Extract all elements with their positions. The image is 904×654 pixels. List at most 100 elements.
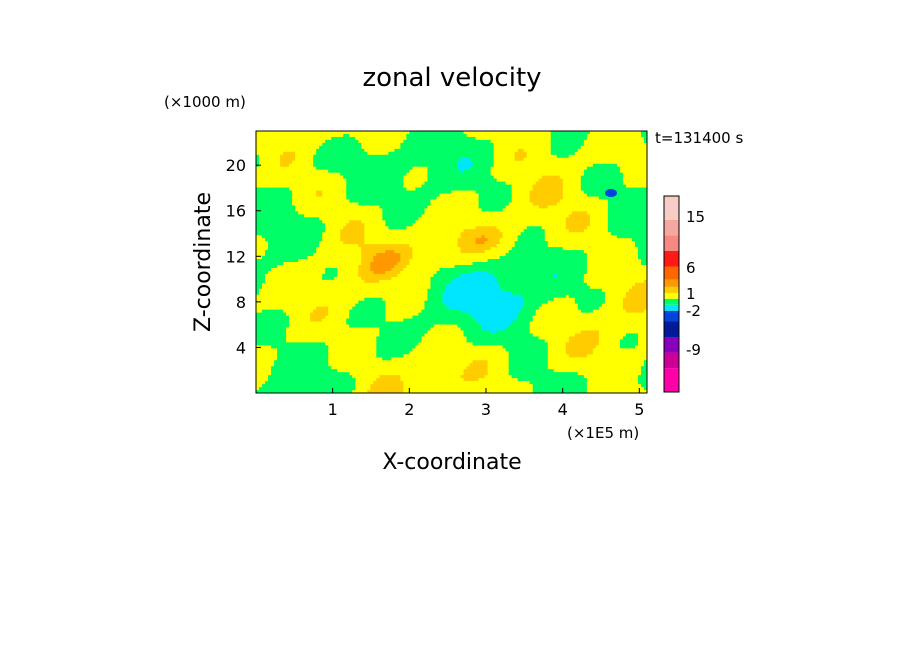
field-cell <box>427 288 447 293</box>
field-cell <box>256 259 299 263</box>
y-axis: 4 8 12 16 20 <box>226 156 261 357</box>
field-cell <box>532 315 647 320</box>
field-cell <box>418 217 567 221</box>
colorbar-swatch <box>664 196 679 220</box>
field-cell <box>469 312 519 317</box>
field-cell <box>430 199 480 204</box>
field-cell <box>517 315 534 320</box>
field-cell <box>262 282 432 287</box>
field-cell <box>262 285 432 290</box>
field-cell <box>265 238 323 242</box>
field-cell <box>442 291 513 296</box>
x-unit-label: (×1E5 m) <box>567 424 639 442</box>
field-cell <box>316 166 413 171</box>
field-cell <box>343 226 365 230</box>
field-cell <box>424 306 450 311</box>
field-cell <box>508 357 549 361</box>
field-cell <box>508 324 531 329</box>
field-cell <box>412 166 429 171</box>
field-cell <box>463 372 489 376</box>
field-cell <box>535 181 564 186</box>
field-cell <box>589 214 609 218</box>
field-cell <box>280 157 296 162</box>
field-cell <box>385 270 401 275</box>
field-cell <box>523 297 555 302</box>
field-cell <box>568 354 588 358</box>
field-cell <box>355 384 371 388</box>
field-cell <box>526 154 558 159</box>
field-cell <box>256 250 266 254</box>
field-cell <box>586 384 642 388</box>
field-cell <box>586 226 609 230</box>
field-cell <box>415 220 567 224</box>
field-cell <box>289 318 311 323</box>
field-cell <box>496 279 585 284</box>
field-cell <box>514 157 525 162</box>
chart-title: zonal velocity <box>362 63 541 93</box>
field-cell <box>517 238 546 242</box>
field-cell <box>421 184 513 189</box>
field-cell <box>256 229 326 233</box>
field-cell <box>385 309 423 314</box>
field-cell <box>256 300 359 305</box>
y-tick-label: 20 <box>226 156 246 175</box>
colorbar-frame <box>663 195 680 393</box>
field-cell <box>379 205 429 210</box>
field-cell <box>409 262 474 266</box>
field-cell <box>499 256 588 260</box>
field-cell <box>565 217 591 221</box>
field-cell <box>508 354 549 358</box>
field-cell <box>484 235 504 239</box>
field-cell <box>607 220 647 224</box>
field-cell <box>256 256 263 260</box>
field-cell <box>454 276 498 281</box>
field-cell <box>547 348 567 352</box>
field-cell <box>322 238 341 242</box>
field-cell <box>604 294 627 299</box>
field-cell <box>481 327 507 332</box>
field-cell <box>295 151 317 156</box>
field-cell <box>283 262 362 266</box>
field-cell <box>622 297 647 302</box>
field-cell <box>424 211 573 215</box>
field-cell <box>256 187 290 192</box>
field-cell <box>493 151 516 156</box>
field-cell <box>403 181 426 186</box>
field-cell <box>538 205 549 210</box>
field-cell <box>520 306 540 311</box>
field-cell <box>472 315 519 320</box>
field-cell <box>316 306 329 311</box>
field-cell <box>598 306 624 311</box>
field-cell <box>577 306 600 311</box>
field-cell <box>511 321 531 326</box>
field-cell <box>268 247 317 251</box>
field-cell <box>268 375 353 379</box>
field-cell <box>256 220 323 224</box>
field-core <box>605 189 617 197</box>
field-cell <box>487 360 510 364</box>
field-cell <box>532 187 564 192</box>
field-cell <box>358 270 374 275</box>
field-cell <box>487 366 510 370</box>
field-cell <box>343 175 404 180</box>
field-cell <box>310 318 323 323</box>
field-cell <box>493 163 594 168</box>
field-cell <box>625 184 647 189</box>
field-cell <box>403 387 534 391</box>
field-cell <box>619 169 647 174</box>
colorbar-swatch <box>664 298 679 305</box>
field-cell <box>478 205 507 210</box>
field-cell <box>256 312 287 317</box>
field-cell <box>529 196 564 201</box>
field-cell <box>328 357 383 361</box>
field-cell <box>370 262 398 266</box>
field-cell <box>403 318 477 323</box>
field-cell <box>256 366 272 370</box>
field-cell <box>400 253 413 257</box>
field-cell <box>322 318 347 323</box>
x-tick-label: 5 <box>634 400 644 419</box>
field-cell <box>436 270 474 275</box>
field-cell <box>256 267 272 272</box>
field-cell <box>349 324 435 329</box>
field-cell <box>337 369 465 373</box>
